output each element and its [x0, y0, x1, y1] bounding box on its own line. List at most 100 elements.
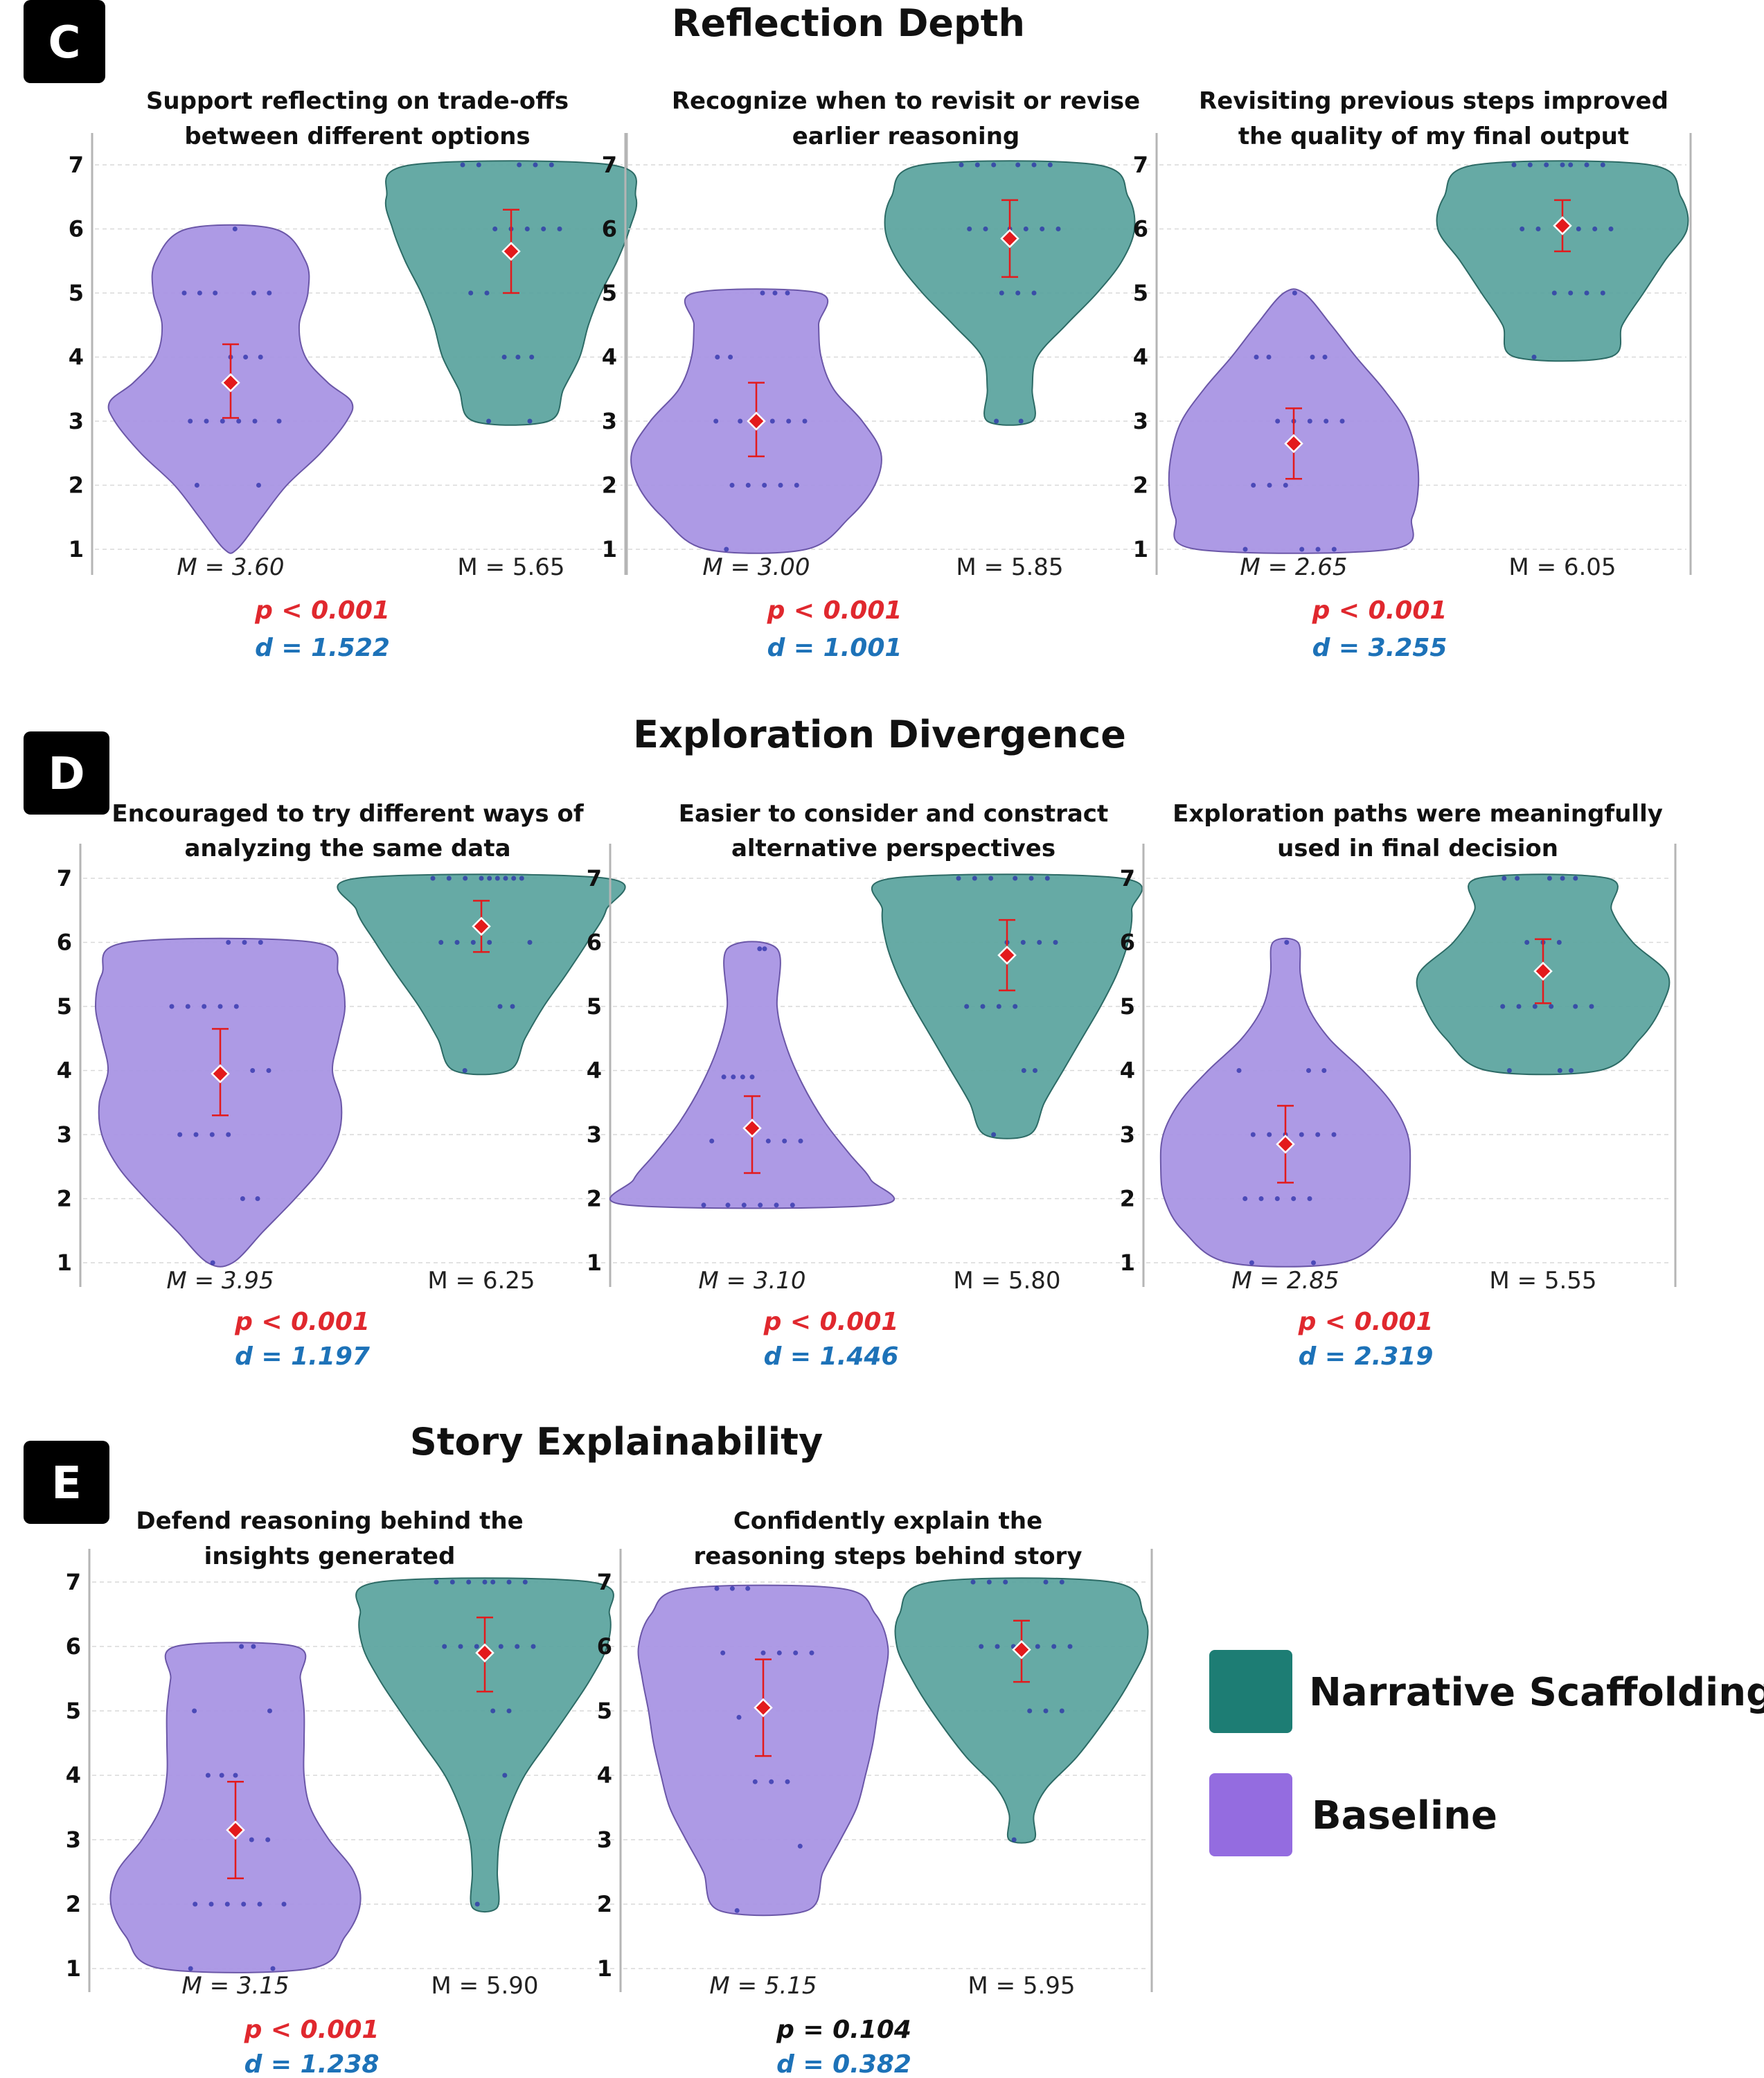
narrative-data-point: [470, 940, 476, 945]
baseline-data-point: [193, 1901, 198, 1907]
baseline-data-point: [252, 418, 258, 424]
section-badge-label: C: [48, 17, 81, 69]
narrative-mean-label: M = 5.90: [431, 1972, 538, 2000]
narrative-data-point: [964, 1004, 970, 1009]
panel-title-line: insights generated: [204, 1543, 456, 1570]
baseline-data-point: [177, 1132, 183, 1137]
panel-title-line: earlier reasoning: [792, 123, 1020, 150]
narrative-mean-label: M = 5.95: [968, 1972, 1075, 2000]
panel-title-line: Confidently explain the: [733, 1507, 1042, 1535]
baseline-mean-marker: [742, 1118, 762, 1138]
y-tick-label: 3: [602, 408, 617, 434]
y-tick-label: 5: [66, 1698, 81, 1724]
effect-size-label: d = 2.319: [1299, 1342, 1434, 1371]
y-tick-label: 1: [587, 1250, 602, 1276]
baseline-data-point: [241, 1901, 247, 1907]
narrative-data-point: [1600, 290, 1605, 296]
y-tick-label: 5: [69, 280, 84, 306]
baseline-data-point: [721, 1074, 727, 1080]
baseline-mean-label: M = 2.65: [1240, 553, 1347, 581]
y-tick-label: 3: [57, 1121, 72, 1148]
narrative-data-point: [487, 940, 492, 945]
baseline-data-point: [193, 1132, 199, 1137]
panel: Exploration paths were meaningfully used …: [1120, 800, 1677, 1371]
baseline-data-point: [1307, 1196, 1312, 1201]
narrative-data-point: [519, 876, 524, 881]
baseline-data-point: [258, 355, 263, 359]
baseline-data-point: [714, 1586, 720, 1591]
narrative-data-point: [503, 876, 508, 881]
baseline-data-point: [251, 1644, 256, 1649]
baseline-data-point: [790, 1202, 795, 1208]
narrative-data-point: [1515, 876, 1520, 881]
panel-title-line: Defend reasoning behind the: [136, 1507, 523, 1535]
baseline-mean-label: M = 2.85: [1231, 1267, 1339, 1295]
narrative-mean-marker: [1553, 216, 1572, 236]
narrative-violin: [894, 1577, 1149, 1844]
baseline-mean-label: M = 5.15: [709, 1972, 817, 2000]
y-tick-label: 6: [66, 1633, 81, 1660]
baseline-data-point: [1306, 1068, 1311, 1073]
y-tick-label: 2: [69, 472, 84, 499]
baseline-mean-label: M = 3.60: [177, 553, 284, 581]
y-tick-label: 4: [57, 1058, 72, 1084]
narrative-data-point: [1573, 876, 1578, 881]
y-tick-label: 4: [69, 344, 84, 371]
narrative-data-point: [1040, 227, 1045, 231]
narrative-data-point: [1500, 1004, 1506, 1009]
narrative-data-point: [1067, 1644, 1073, 1649]
narrative-mean-marker: [472, 916, 491, 936]
narrative-data-point: [1506, 1068, 1512, 1073]
narrative-mean-marker: [475, 1643, 495, 1663]
baseline-data-point: [217, 1004, 223, 1009]
narrative-data-point: [994, 418, 999, 424]
baseline-data-point: [745, 1586, 751, 1591]
narrative-data-point: [533, 162, 538, 168]
narrative-data-point: [974, 162, 980, 168]
y-tick-label: 3: [1120, 1121, 1135, 1148]
baseline-data-point: [169, 1004, 175, 1009]
y-tick-label: 2: [597, 1891, 612, 1917]
narrative-violin: [337, 873, 626, 1076]
p-value-label: p < 0.001: [767, 596, 902, 625]
section-badge-label: E: [51, 1458, 82, 1509]
narrative-data-point: [999, 290, 1004, 296]
panel-title-line: between different options: [184, 123, 530, 150]
narrative-mean-marker: [1000, 229, 1019, 249]
narrative-data-point: [515, 355, 521, 359]
baseline-data-point: [760, 290, 765, 296]
baseline-data-point: [224, 1901, 230, 1907]
baseline-data-point: [250, 1068, 256, 1073]
baseline-data-point: [1315, 1132, 1321, 1137]
baseline-data-point: [762, 946, 767, 952]
narrative-data-point: [1535, 227, 1541, 231]
y-tick-label: 6: [57, 930, 72, 956]
narrative-data-point: [1520, 227, 1525, 231]
narrative-data-point: [1043, 1579, 1049, 1585]
y-tick-label: 1: [1120, 1250, 1135, 1276]
baseline-data-point: [736, 1714, 742, 1720]
baseline-data-point: [1242, 1196, 1248, 1201]
narrative-data-point: [479, 876, 484, 881]
narrative-data-point: [1043, 1708, 1049, 1714]
effect-size-label: d = 1.001: [767, 634, 902, 662]
narrative-data-point: [1600, 162, 1605, 168]
baseline-data-point: [1267, 1132, 1272, 1137]
baseline-data-point: [1315, 547, 1321, 552]
y-tick-label: 7: [1120, 865, 1135, 891]
narrative-data-point: [492, 227, 498, 231]
section-title: Exploration Divergence: [633, 713, 1126, 756]
y-tick-label: 1: [597, 1955, 612, 1982]
baseline-mean-marker: [226, 1820, 245, 1840]
narrative-data-point: [956, 876, 961, 881]
narrative-data-point: [1549, 1004, 1554, 1009]
narrative-data-point: [1576, 227, 1581, 231]
baseline-data-point: [778, 483, 783, 488]
narrative-data-point: [511, 876, 517, 881]
baseline-data-point: [1251, 483, 1256, 488]
narrative-data-point: [991, 162, 997, 168]
narrative-data-point: [1568, 290, 1574, 296]
baseline-data-point: [731, 1074, 736, 1080]
effect-size-label: d = 1.446: [764, 1342, 899, 1371]
